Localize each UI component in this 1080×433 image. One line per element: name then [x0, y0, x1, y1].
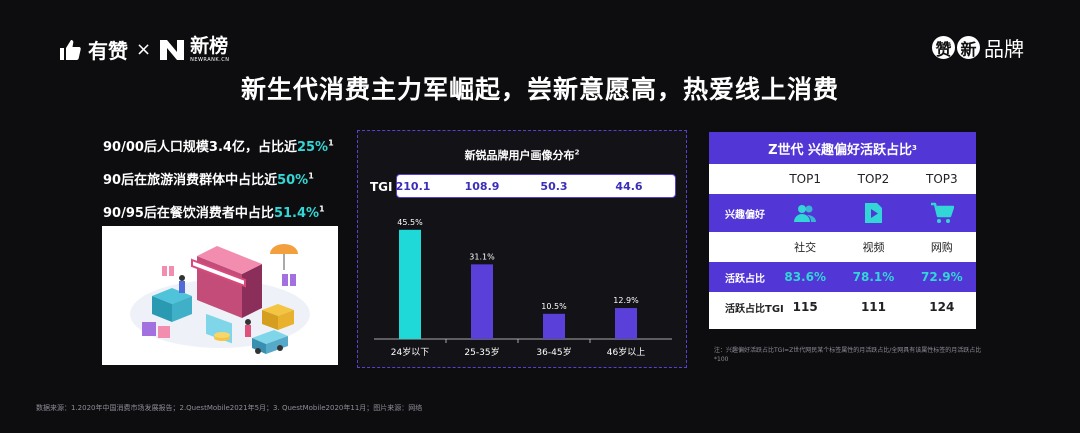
page-title: 新生代消费主力军崛起，尝新意愿高，热爱线上消费 [240, 75, 839, 104]
stat-text: 90后在旅游消费群体中占比近 [103, 173, 278, 188]
video-play-icon [860, 200, 886, 226]
bar [399, 229, 421, 339]
bar-chart-svg: 45.5% 24岁以下 31.1% 25-35岁 10.5% 36-45岁 12.9% 46岁… [374, 218, 672, 358]
tgi-value: 50.3 [540, 180, 568, 193]
tgi-values-bar: 210.1 108.9 50.3 44.6 [396, 174, 676, 198]
active-tgi-row: 活跃占比TGI 115 111 124 [709, 292, 976, 322]
brand-logo-circle-2: 新 [955, 34, 982, 61]
table-header-row: TOP1 TOP2 TOP3 [709, 164, 976, 194]
interest-icon-row: 兴趣偏好 [709, 194, 976, 232]
people-icon [792, 200, 818, 226]
active-tgi-value: 124 [929, 300, 955, 314]
age-distribution-chart: 新锐品牌用户画像分布2 TGI 210.1 108.9 50.3 44.6 45… [357, 130, 687, 368]
table-title-footnote: 3 [912, 144, 917, 152]
table-footnote: 注：兴趣偏好活跃占比TGI=Z世代网民某个标签属性的月活跃占比/全网具有该属性标… [714, 347, 982, 363]
stat-footnote: 1 [328, 138, 334, 148]
active-ratio-row: 活跃占比 83.6% 78.1% 72.9% [709, 262, 976, 292]
table-title: Z世代 兴趣偏好活跃占比 3 [709, 132, 976, 164]
stat-item: 90/95后在餐饮消费者中占比51.4%1 [103, 202, 334, 221]
x-tick-label: 46岁以上 [607, 346, 645, 358]
row-label: 活跃占比TGI [725, 303, 784, 315]
chart-title: 新锐品牌用户画像分布2 [358, 147, 686, 163]
column-header: TOP3 [925, 172, 958, 186]
stat-value: 50% [277, 173, 309, 188]
zanxin-brand-logo: 赞 新 品牌 [930, 33, 1024, 62]
tgi-label: TGI [370, 180, 393, 194]
stat-item: 90后在旅游消费群体中占比近50%1 [103, 169, 334, 188]
shopping-cart-icon [929, 200, 955, 226]
bar-value-label: 10.5% [541, 302, 567, 311]
x-tick-label: 24岁以下 [391, 346, 429, 358]
bar-value-label: 45.5% [397, 218, 423, 227]
bar-value-label: 31.1% [469, 252, 495, 261]
newrank-logo: 新榜 NEWRANK.CN [159, 34, 230, 63]
data-source-footer: 数据来源：1.2020年中国消费市场发展报告；2.QuestMobile2021… [36, 404, 423, 412]
chart-title-text: 新锐品牌用户画像分布 [464, 149, 575, 162]
chart-title-footnote: 2 [574, 148, 580, 157]
row-label: 兴趣偏好 [725, 209, 765, 221]
bar [615, 308, 637, 339]
isometric-shopping-illustration [130, 244, 310, 354]
shopping-illustration [102, 226, 338, 365]
bar-value-label: 12.9% [613, 296, 639, 305]
logo-separator: × [136, 39, 152, 60]
brand-logo-circle-1: 赞 [930, 34, 957, 61]
active-ratio-value: 83.6% [784, 270, 826, 284]
x-tick-label: 25-35岁 [464, 346, 499, 358]
active-tgi-value: 115 [792, 300, 818, 314]
brand-logo-text: 品牌 [984, 37, 1024, 61]
tgi-value: 210.1 [395, 180, 431, 193]
stat-text: 90/95后在餐饮消费者中占比 [103, 206, 274, 221]
bar [543, 313, 565, 339]
stats-list: 90/00后人口规模3.4亿，占比近25%1 90后在旅游消费群体中占比近50%… [103, 136, 334, 235]
stat-footnote: 1 [308, 171, 314, 181]
x-tick-label: 36-45岁 [536, 346, 571, 358]
bar [471, 264, 493, 339]
tgi-value: 44.6 [615, 180, 643, 193]
column-header: TOP1 [789, 172, 821, 186]
stat-value: 25% [296, 140, 329, 155]
interest-preference-table: Z世代 兴趣偏好活跃占比 3 TOP1 TOP2 TOP3 兴趣偏好 [709, 132, 976, 329]
stat-footnote: 1 [319, 204, 325, 214]
table-title-text: Z世代 兴趣偏好活跃占比 [768, 142, 913, 158]
column-header: TOP2 [857, 172, 890, 186]
interest-name: 网购 [930, 241, 953, 254]
stat-item: 90/00后人口规模3.4亿，占比近25%1 [103, 136, 334, 155]
active-ratio-value: 78.1% [852, 270, 895, 284]
active-ratio-value: 72.9% [921, 270, 963, 284]
youzan-newrank-logo: 有赞 × 新榜 NEWRANK.CN [58, 35, 229, 64]
stat-value: 51.4% [273, 206, 320, 221]
newrank-logo-domain: NEWRANK.CN [190, 56, 230, 63]
youzan-logo-text: 有赞 [88, 39, 128, 63]
thumbs-up-icon [60, 39, 81, 60]
newrank-logo-text: 新榜 [190, 34, 229, 57]
interest-name: 社交 [794, 241, 817, 254]
interest-name: 视频 [862, 241, 885, 254]
stat-text: 90/00后人口规模3.4亿，占比近 [103, 140, 297, 155]
tgi-value: 108.9 [464, 180, 500, 193]
row-label: 活跃占比 [725, 273, 765, 285]
active-tgi-value: 111 [860, 300, 887, 314]
interest-name-row: 社交 视频 网购 [709, 232, 976, 262]
newrank-logo-icon [160, 39, 185, 60]
